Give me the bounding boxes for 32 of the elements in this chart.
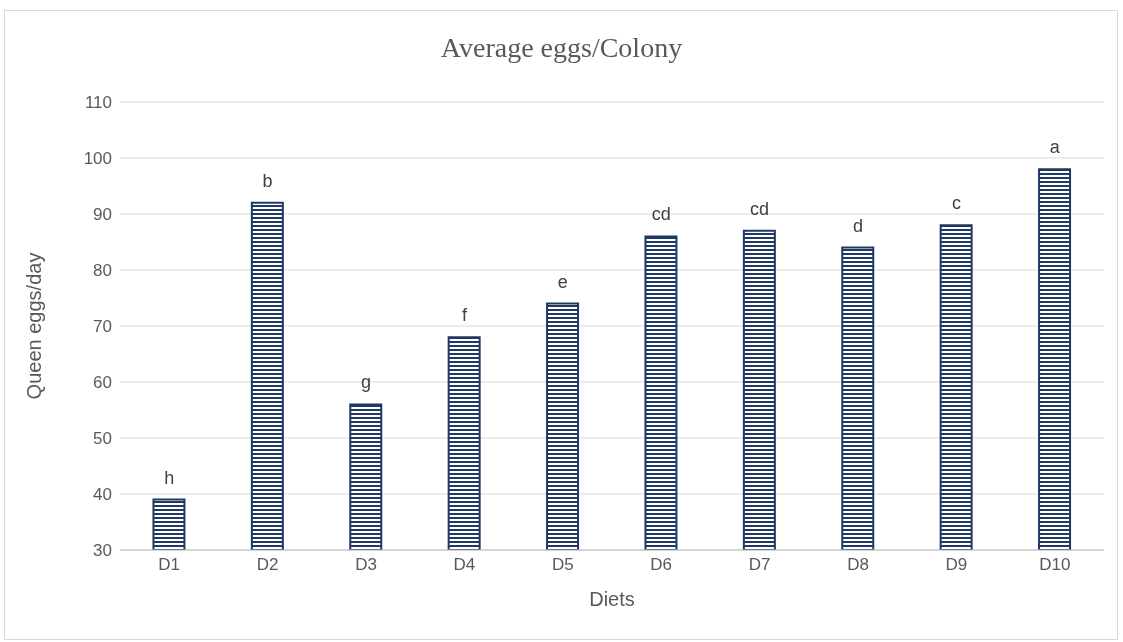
annotation: c	[951, 193, 961, 214]
x-tick-label: D6	[650, 555, 673, 575]
annotation: cd	[651, 204, 671, 225]
y-tick-label: 60	[93, 373, 112, 393]
x-tick-label: D9	[945, 555, 968, 575]
x-tick-label: D5	[551, 555, 574, 575]
annotation: d	[852, 215, 864, 236]
x-tick-label: D3	[355, 555, 377, 575]
chart-title: Average eggs/Colony	[439, 32, 684, 64]
y-tick-label: 110	[84, 93, 112, 113]
y-tick-label: 80	[93, 261, 112, 281]
y-tick-label: 90	[93, 205, 112, 225]
y-tick-label: 50	[93, 429, 112, 449]
annotation: e	[557, 271, 568, 292]
x-axis-title: Diets	[589, 588, 635, 610]
annotation: a	[1049, 137, 1061, 158]
annotation: f	[461, 305, 468, 326]
y-tick-label: 40	[93, 485, 112, 505]
y-tick-label: 70	[93, 317, 112, 337]
x-tick-label: D7	[748, 555, 771, 575]
annotation: cd	[750, 198, 770, 219]
annotation: g	[360, 372, 372, 393]
x-tick-label: D2	[256, 555, 279, 575]
x-tick-label: D4	[453, 555, 476, 575]
annotation: b	[262, 170, 273, 191]
y-tick-label: 100	[83, 149, 112, 169]
x-tick-label: D8	[847, 555, 869, 575]
annotation: h	[164, 467, 175, 488]
y-tick-label: 30	[93, 541, 112, 561]
y-axis-title: Queen eggs/day	[23, 252, 46, 400]
x-tick-label: D10	[1039, 555, 1071, 575]
x-tick-label: D1	[158, 555, 181, 575]
